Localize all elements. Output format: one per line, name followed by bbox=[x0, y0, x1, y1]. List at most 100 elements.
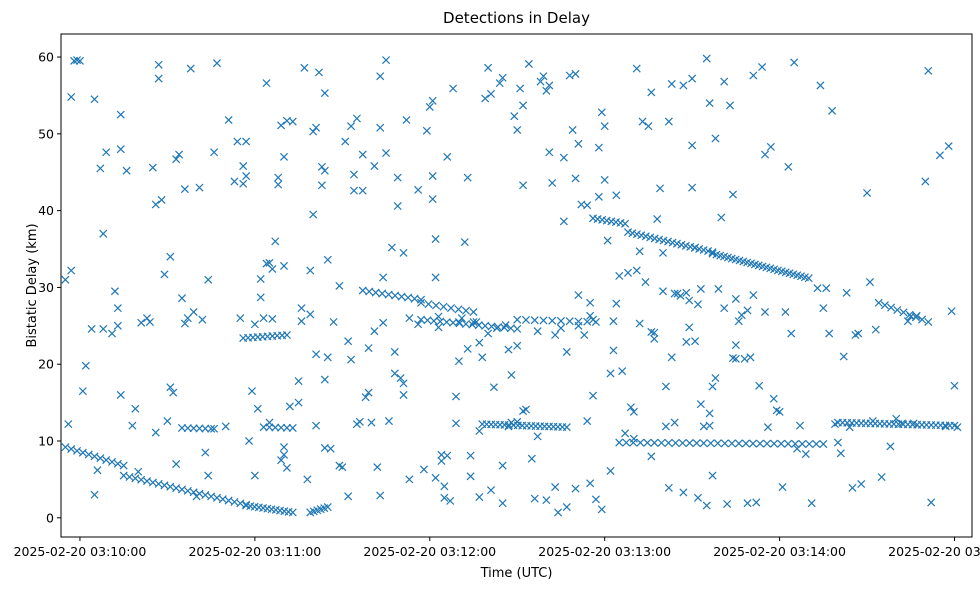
data-point bbox=[297, 317, 306, 326]
data-point bbox=[195, 489, 204, 498]
data-point bbox=[615, 271, 624, 280]
data-point bbox=[212, 59, 221, 68]
data-point bbox=[404, 293, 413, 302]
data-point bbox=[198, 315, 207, 324]
data-point bbox=[519, 181, 528, 190]
data-point bbox=[720, 439, 729, 448]
data-point bbox=[204, 471, 213, 480]
data-point bbox=[692, 439, 701, 448]
data-point bbox=[586, 479, 595, 488]
data-point bbox=[189, 307, 198, 317]
data-point bbox=[365, 287, 374, 296]
data-point bbox=[347, 122, 356, 131]
data-point bbox=[189, 424, 198, 433]
data-point bbox=[717, 213, 726, 222]
data-point bbox=[670, 289, 679, 298]
data-point bbox=[294, 398, 303, 407]
data-point bbox=[731, 340, 740, 350]
data-point bbox=[778, 483, 787, 492]
data-point bbox=[113, 321, 122, 330]
data-point bbox=[268, 264, 277, 274]
data-point bbox=[163, 417, 172, 426]
data-point bbox=[390, 347, 399, 356]
data-point bbox=[798, 439, 807, 448]
data-point bbox=[312, 350, 321, 359]
data-point bbox=[621, 219, 630, 228]
data-point bbox=[706, 439, 715, 448]
data-point bbox=[399, 248, 408, 257]
data-point bbox=[431, 273, 440, 282]
data-point bbox=[524, 59, 533, 68]
data-point bbox=[521, 405, 530, 414]
data-point bbox=[210, 148, 219, 157]
data-point bbox=[373, 463, 382, 472]
data-point bbox=[950, 421, 959, 430]
data-point bbox=[656, 184, 665, 193]
y-tick-label: 0 bbox=[46, 510, 54, 525]
data-point bbox=[927, 498, 936, 507]
data-point bbox=[559, 217, 568, 226]
data-point bbox=[769, 394, 778, 403]
data-point bbox=[903, 317, 912, 326]
data-point bbox=[160, 270, 169, 279]
data-point bbox=[414, 320, 423, 329]
data-point bbox=[277, 423, 286, 432]
data-point bbox=[378, 289, 387, 298]
data-point bbox=[685, 439, 694, 448]
data-point bbox=[559, 153, 568, 162]
data-point bbox=[166, 383, 175, 392]
data-point bbox=[370, 162, 379, 171]
data-point bbox=[615, 438, 624, 447]
data-point bbox=[247, 387, 256, 396]
data-point bbox=[393, 201, 402, 211]
data-point bbox=[207, 424, 216, 433]
data-point bbox=[740, 354, 749, 363]
data-point bbox=[842, 288, 851, 297]
data-point bbox=[644, 122, 653, 131]
data-point bbox=[90, 452, 99, 461]
data-point bbox=[256, 274, 265, 283]
data-point bbox=[533, 327, 542, 336]
data-point bbox=[371, 288, 380, 297]
data-point bbox=[475, 493, 484, 502]
data-point bbox=[791, 439, 800, 448]
data-point bbox=[635, 247, 644, 256]
data-point bbox=[484, 329, 493, 338]
data-point bbox=[265, 423, 274, 432]
data-point bbox=[863, 188, 872, 197]
data-point bbox=[446, 496, 455, 505]
data-point bbox=[623, 268, 633, 277]
data-point bbox=[594, 192, 603, 201]
data-point bbox=[723, 499, 732, 509]
data-point bbox=[469, 317, 478, 327]
data-point bbox=[635, 319, 644, 328]
data-point bbox=[548, 316, 557, 325]
data-point bbox=[242, 172, 251, 181]
data-point bbox=[921, 177, 930, 186]
data-point bbox=[455, 319, 464, 328]
data-point bbox=[519, 101, 528, 110]
data-point bbox=[699, 439, 708, 448]
data-point bbox=[691, 337, 700, 346]
data-point bbox=[177, 423, 187, 432]
data-point bbox=[583, 317, 592, 326]
data-point bbox=[664, 438, 673, 447]
data-point bbox=[621, 429, 630, 438]
data-point bbox=[201, 490, 210, 500]
x-tick-label: 2025-02-20 03:12:00 bbox=[363, 544, 496, 559]
data-point bbox=[822, 284, 831, 293]
data-point bbox=[568, 125, 577, 135]
data-point bbox=[122, 166, 131, 175]
data-point bbox=[489, 383, 498, 392]
data-point bbox=[562, 503, 571, 512]
data-point bbox=[475, 338, 484, 347]
data-point bbox=[498, 73, 507, 82]
data-point bbox=[591, 317, 600, 327]
data-point bbox=[752, 498, 761, 507]
data-point bbox=[475, 426, 484, 436]
data-point bbox=[195, 183, 204, 192]
data-point bbox=[236, 314, 245, 323]
data-point bbox=[833, 438, 842, 447]
y-tick-label: 40 bbox=[38, 203, 54, 218]
data-point bbox=[451, 419, 461, 428]
